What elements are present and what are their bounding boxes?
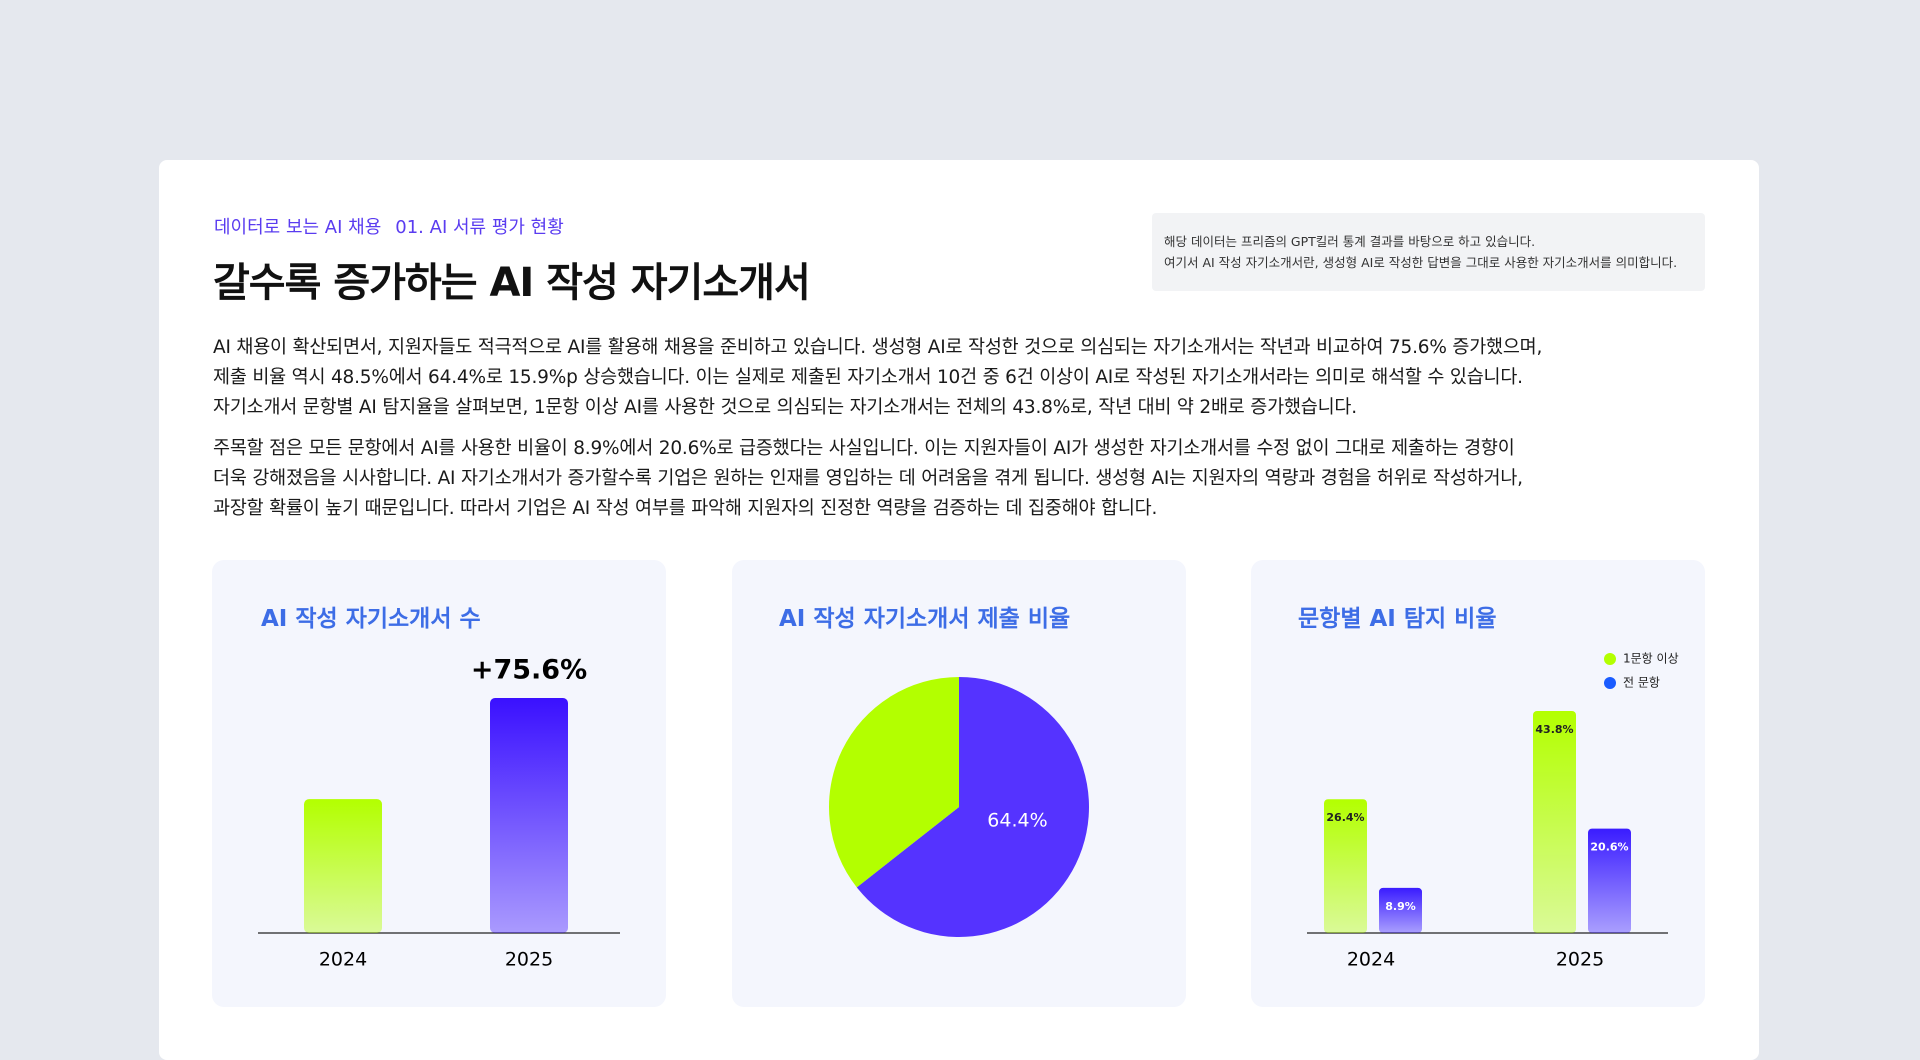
legend-marker — [1604, 653, 1616, 665]
paragraph: 주목할 점은 모든 문항에서 AI를 사용한 비율이 8.9%에서 20.6%로… — [213, 434, 1523, 524]
note-line: 해당 데이터는 프리즘의 GPT킬러 통계 결과를 바탕으로 하고 있습니다. — [1164, 234, 1536, 249]
chart-title: 문항별 AI 탐지 비율 — [1298, 606, 1497, 632]
bar — [1533, 711, 1576, 933]
text-line: 더욱 강해졌음을 시사합니다. AI 자기소개서가 증가할수록 기업은 원하는 … — [213, 468, 1523, 489]
bar — [490, 698, 568, 933]
data-label: 26.4% — [1326, 811, 1364, 824]
bar — [1324, 799, 1367, 933]
note-line: 여기서 AI 작성 자기소개서란, 생성형 AI로 작성한 답변을 그대로 사용… — [1164, 255, 1678, 270]
data-label: 43.8% — [1535, 723, 1573, 736]
x-tick-label: 2025 — [505, 949, 553, 971]
annotation: +75.6% — [471, 655, 587, 686]
x-tick-label: 2025 — [1556, 949, 1604, 971]
bar — [304, 799, 382, 933]
breadcrumb-item[interactable]: 01. AI 서류 평가 현황 — [395, 217, 564, 238]
data-note: 해당 데이터는 프리즘의 GPT킬러 통계 결과를 바탕으로 하고 있습니다. 여… — [1152, 213, 1705, 291]
pie-slice — [829, 677, 959, 888]
breadcrumb: 데이터로 보는 AI 채용 01. AI 서류 평가 현황 — [214, 213, 564, 239]
legend-label: 1문항 이상 — [1623, 652, 1679, 666]
page-title: 갈수록 증가하는 AI 작성 자기소개서 — [213, 260, 811, 306]
bar — [1588, 828, 1631, 933]
breadcrumb-item[interactable]: 데이터로 보는 AI 채용 — [214, 217, 382, 238]
chart-title: AI 작성 자기소개서 수 — [261, 606, 481, 632]
legend-label: 전 문항 — [1623, 676, 1660, 690]
pie-slice — [856, 677, 1089, 937]
paragraph: AI 채용이 확산되면서, 지원자들도 적극적으로 AI를 활용해 채용을 준비… — [213, 333, 1542, 423]
x-tick-label: 2024 — [1347, 949, 1395, 971]
x-tick-label: 2024 — [319, 949, 367, 971]
text-line: AI 채용이 확산되면서, 지원자들도 적극적으로 AI를 활용해 채용을 준비… — [213, 337, 1543, 358]
data-label: 20.6% — [1590, 841, 1628, 854]
text-line: 자기소개서 문항별 AI 탐지율을 살펴보면, 1문항 이상 AI를 사용한 것… — [213, 397, 1357, 418]
text-line: 과장할 확률이 높기 때문입니다. 따라서 기업은 AI 작성 여부를 파악해 … — [213, 498, 1158, 519]
chart-title: AI 작성 자기소개서 제출 비율 — [779, 606, 1071, 632]
text-line: 제출 비율 역시 48.5%에서 64.4%로 15.9%p 상승했습니다. 이… — [213, 367, 1523, 388]
text-line: 주목할 점은 모든 문항에서 AI를 사용한 비율이 8.9%에서 20.6%로… — [213, 438, 1515, 459]
legend-marker — [1604, 677, 1616, 689]
data-label: 64.4% — [987, 810, 1047, 832]
data-label: 8.9% — [1385, 900, 1416, 913]
bar — [1379, 887, 1422, 933]
